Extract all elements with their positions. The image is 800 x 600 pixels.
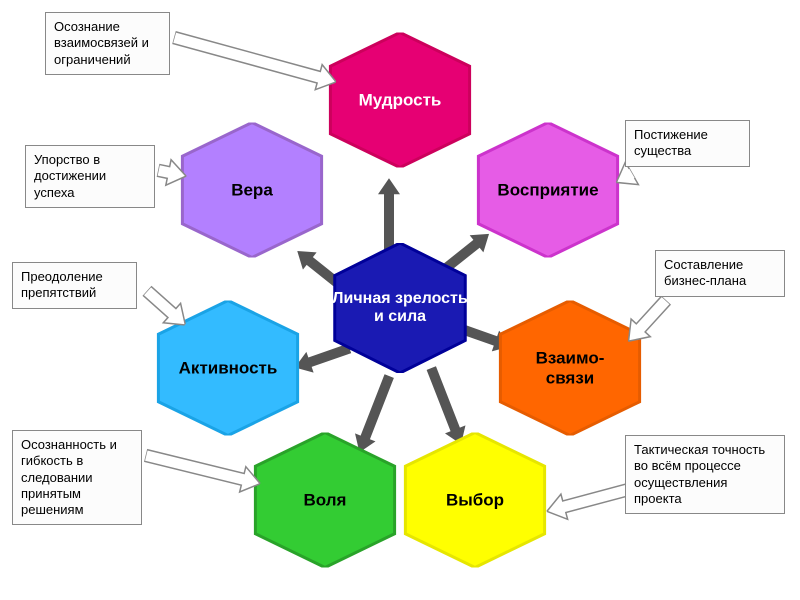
- callout-text-activity: Преодоление препятствий: [21, 269, 103, 300]
- callout-arrow-c-wisdom: [170, 23, 340, 96]
- hexagon-wisdom: Мудрость: [320, 33, 480, 168]
- hexagon-choice: Выбор: [395, 433, 555, 568]
- hexagon-faith: Вера: [172, 123, 332, 258]
- callout-text-choice: Тактическая точность во всём процессе ос…: [634, 442, 765, 506]
- callout-will: Осознанность и гибкость в следовании при…: [12, 430, 142, 525]
- center-label: Личная зрелость и сила: [325, 290, 475, 327]
- hexagon-label-activity: Активность: [173, 358, 284, 378]
- hexagon-label-perception: Восприятие: [491, 180, 604, 200]
- callout-activity: Преодоление препятствий: [12, 262, 137, 309]
- hexagon-label-links: Взаимо-связи: [530, 348, 611, 387]
- hexagon-label-will: Воля: [298, 490, 353, 510]
- callout-text-faith: Упорство в достижении успеха: [34, 152, 106, 200]
- callout-perception: Постижение существа: [625, 120, 750, 167]
- callout-faith: Упорство в достижении успеха: [25, 145, 155, 208]
- callout-text-wisdom: Осознание взаимосвязей и ограничений: [54, 19, 149, 67]
- hexagon-perception: Восприятие: [468, 123, 628, 258]
- callout-arrow-c-choice: [543, 475, 633, 526]
- callout-wisdom: Осознание взаимосвязей и ограничений: [45, 12, 170, 75]
- callout-text-will: Осознанность и гибкость в следовании при…: [21, 437, 117, 517]
- hexagon-label-wisdom: Мудрость: [353, 90, 448, 110]
- callout-text-perception: Постижение существа: [634, 127, 708, 158]
- callout-links: Составление бизнес-плана: [655, 250, 785, 297]
- diagram-stage: Личная зрелость и сила Мудрость Восприятие…: [0, 0, 800, 600]
- hexagon-label-faith: Вера: [225, 180, 279, 200]
- hexagon-will: Воля: [245, 433, 405, 568]
- center-hexagon: Личная зрелость и сила: [325, 243, 475, 373]
- callout-choice: Тактическая точность во всём процессе ос…: [625, 435, 785, 514]
- hexagon-label-choice: Выбор: [440, 490, 510, 510]
- callout-arrow-c-faith: [155, 156, 189, 191]
- callout-text-links: Составление бизнес-плана: [664, 257, 746, 288]
